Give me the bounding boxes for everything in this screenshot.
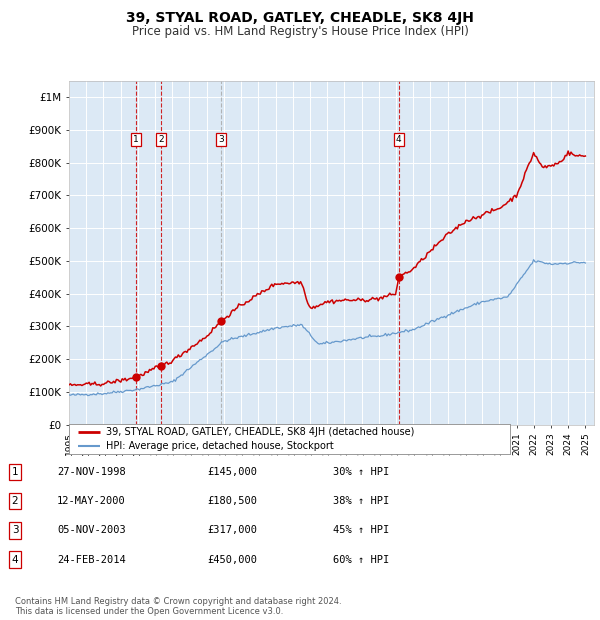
Text: 4: 4 (396, 135, 401, 144)
Text: 45% ↑ HPI: 45% ↑ HPI (333, 525, 389, 536)
Text: Price paid vs. HM Land Registry's House Price Index (HPI): Price paid vs. HM Land Registry's House … (131, 25, 469, 38)
Text: 60% ↑ HPI: 60% ↑ HPI (333, 554, 389, 565)
Text: 38% ↑ HPI: 38% ↑ HPI (333, 496, 389, 507)
Text: 39, STYAL ROAD, GATLEY, CHEADLE, SK8 4JH: 39, STYAL ROAD, GATLEY, CHEADLE, SK8 4JH (126, 11, 474, 25)
Text: HPI: Average price, detached house, Stockport: HPI: Average price, detached house, Stoc… (106, 441, 334, 451)
Text: £180,500: £180,500 (207, 496, 257, 507)
Text: £317,000: £317,000 (207, 525, 257, 536)
Text: 4: 4 (11, 554, 19, 565)
Text: This data is licensed under the Open Government Licence v3.0.: This data is licensed under the Open Gov… (15, 606, 283, 616)
Text: 3: 3 (11, 525, 19, 536)
Text: 12-MAY-2000: 12-MAY-2000 (57, 496, 126, 507)
Text: 1: 1 (133, 135, 139, 144)
Text: 27-NOV-1998: 27-NOV-1998 (57, 467, 126, 477)
Text: 2: 2 (11, 496, 19, 507)
Text: 3: 3 (218, 135, 224, 144)
Text: 1: 1 (11, 467, 19, 477)
Text: £145,000: £145,000 (207, 467, 257, 477)
Text: 24-FEB-2014: 24-FEB-2014 (57, 554, 126, 565)
Text: 05-NOV-2003: 05-NOV-2003 (57, 525, 126, 536)
Text: £450,000: £450,000 (207, 554, 257, 565)
Text: 2: 2 (158, 135, 164, 144)
Text: 39, STYAL ROAD, GATLEY, CHEADLE, SK8 4JH (detached house): 39, STYAL ROAD, GATLEY, CHEADLE, SK8 4JH… (106, 427, 415, 436)
Text: Contains HM Land Registry data © Crown copyright and database right 2024.: Contains HM Land Registry data © Crown c… (15, 597, 341, 606)
Text: 30% ↑ HPI: 30% ↑ HPI (333, 467, 389, 477)
